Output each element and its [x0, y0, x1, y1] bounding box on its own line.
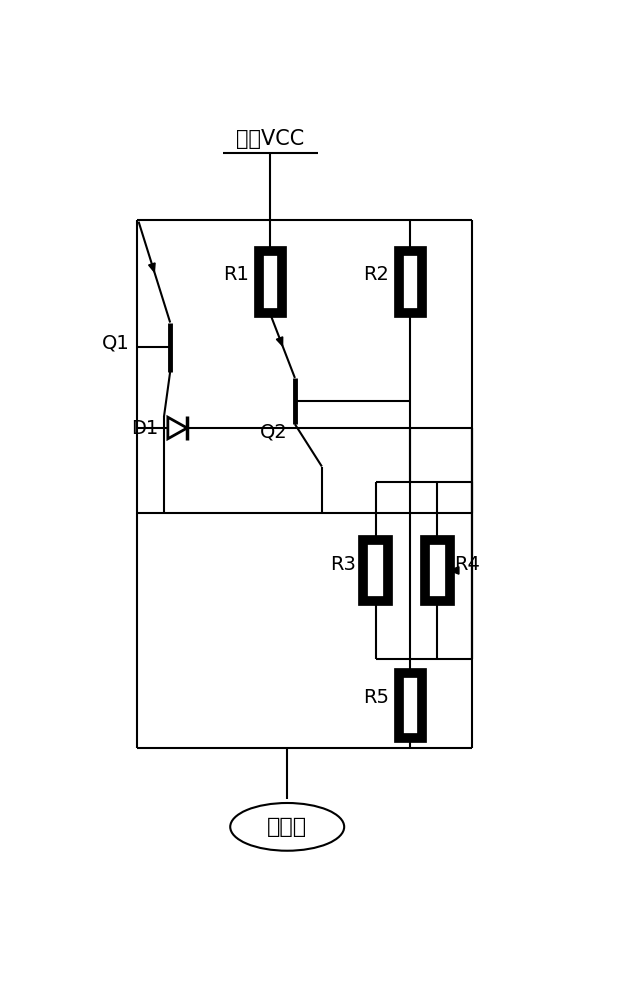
- Bar: [259, 251, 282, 312]
- Bar: [399, 673, 422, 738]
- Text: R4: R4: [453, 555, 480, 574]
- Polygon shape: [149, 263, 155, 272]
- Text: Q2: Q2: [259, 422, 287, 441]
- Text: 电源VCC: 电源VCC: [236, 129, 304, 149]
- Text: Q1: Q1: [101, 334, 129, 353]
- Polygon shape: [168, 417, 187, 439]
- Text: 晶体管: 晶体管: [267, 817, 307, 837]
- Bar: [363, 540, 388, 601]
- Text: R3: R3: [330, 555, 356, 574]
- Text: R2: R2: [363, 264, 389, 284]
- Ellipse shape: [230, 803, 344, 851]
- Polygon shape: [450, 567, 459, 574]
- Bar: [425, 540, 450, 601]
- Polygon shape: [276, 337, 283, 346]
- Text: D1: D1: [131, 418, 159, 438]
- Text: R1: R1: [223, 264, 249, 284]
- Text: R5: R5: [363, 688, 389, 707]
- Bar: [399, 251, 422, 312]
